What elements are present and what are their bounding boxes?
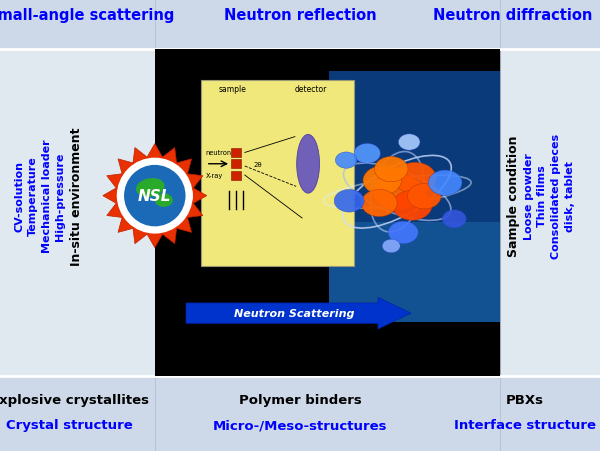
Circle shape bbox=[442, 210, 466, 228]
Circle shape bbox=[334, 190, 364, 212]
Circle shape bbox=[361, 190, 397, 217]
Text: disk, tablet: disk, tablet bbox=[565, 161, 575, 231]
Text: Consolidated pieces: Consolidated pieces bbox=[551, 134, 561, 258]
Bar bbox=[329, 222, 500, 322]
Bar bbox=[231, 171, 241, 180]
Text: Polymer binders: Polymer binders bbox=[239, 393, 361, 405]
Bar bbox=[231, 160, 241, 169]
Circle shape bbox=[388, 221, 418, 244]
Circle shape bbox=[374, 157, 408, 182]
Text: Sample condition: Sample condition bbox=[506, 136, 520, 257]
Circle shape bbox=[354, 144, 380, 164]
Bar bbox=[500, 50, 600, 377]
Ellipse shape bbox=[136, 179, 164, 198]
Polygon shape bbox=[103, 144, 207, 248]
Text: 2θ: 2θ bbox=[254, 161, 262, 168]
Bar bbox=[201, 81, 354, 266]
Circle shape bbox=[117, 168, 193, 225]
Text: NSL: NSL bbox=[138, 189, 172, 204]
Text: In-situ environment: In-situ environment bbox=[70, 127, 83, 265]
Text: Temperature: Temperature bbox=[28, 156, 37, 236]
Text: Neutron reflection: Neutron reflection bbox=[224, 8, 376, 23]
Circle shape bbox=[428, 170, 462, 196]
Text: detector: detector bbox=[295, 85, 327, 94]
Text: sample: sample bbox=[219, 85, 247, 94]
Bar bbox=[329, 72, 500, 322]
Text: High-pressure: High-pressure bbox=[55, 152, 65, 240]
Text: Interface structure: Interface structure bbox=[454, 419, 596, 431]
Circle shape bbox=[363, 166, 401, 195]
Circle shape bbox=[398, 134, 420, 151]
Circle shape bbox=[373, 174, 421, 210]
Text: Crystal structure: Crystal structure bbox=[5, 419, 133, 431]
Text: Explosive crystallites: Explosive crystallites bbox=[0, 393, 149, 405]
Circle shape bbox=[407, 184, 441, 209]
Bar bbox=[0, 50, 155, 377]
Ellipse shape bbox=[155, 194, 173, 207]
Text: CV-solution: CV-solution bbox=[14, 161, 24, 232]
Text: X-ray: X-ray bbox=[206, 173, 223, 179]
Text: Neutron diffraction: Neutron diffraction bbox=[433, 8, 593, 23]
Circle shape bbox=[382, 239, 400, 253]
Ellipse shape bbox=[297, 135, 320, 194]
Circle shape bbox=[394, 163, 436, 194]
Ellipse shape bbox=[124, 166, 185, 227]
Text: neutron: neutron bbox=[206, 150, 232, 156]
Circle shape bbox=[392, 191, 432, 221]
Polygon shape bbox=[186, 298, 411, 329]
Bar bbox=[231, 148, 241, 158]
Ellipse shape bbox=[117, 158, 193, 234]
Text: Small-angle scattering: Small-angle scattering bbox=[0, 8, 175, 23]
Text: Neutron Scattering: Neutron Scattering bbox=[234, 308, 354, 318]
Text: PBXs: PBXs bbox=[506, 393, 544, 405]
Bar bbox=[155, 50, 500, 377]
Text: Micro-/Meso-structures: Micro-/Meso-structures bbox=[213, 419, 387, 431]
Text: Thin films: Thin films bbox=[538, 166, 547, 227]
Circle shape bbox=[335, 152, 357, 169]
Text: Mechanical loader: Mechanical loader bbox=[42, 139, 52, 253]
Text: Loose powder: Loose powder bbox=[524, 153, 534, 239]
